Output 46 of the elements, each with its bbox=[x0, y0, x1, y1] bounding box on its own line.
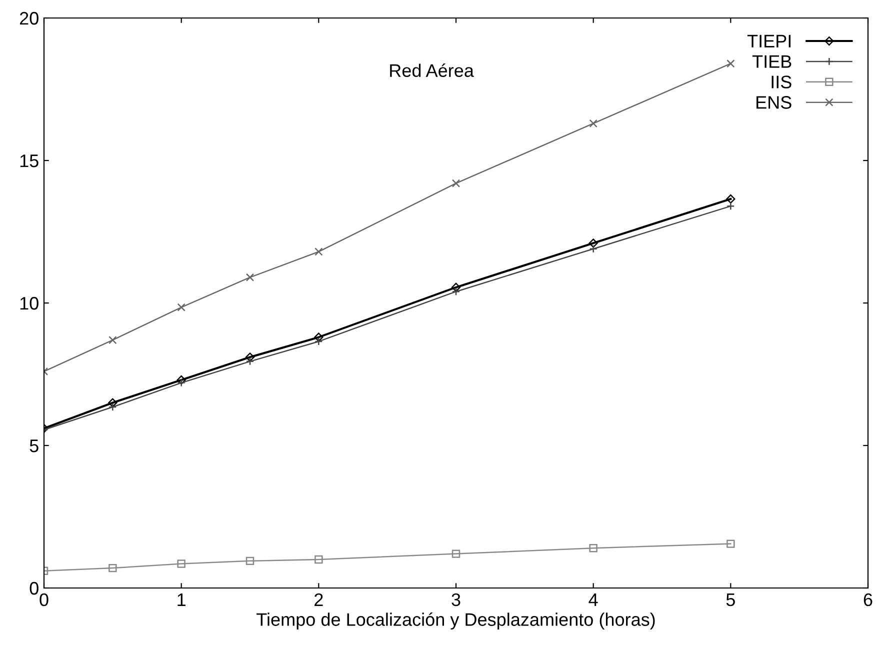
x-axis-title: Tiempo de Localización y Desplazamiento (horas) bbox=[256, 612, 655, 630]
y-tick-label: 5 bbox=[30, 440, 38, 452]
x-tick-label: 2 bbox=[314, 593, 323, 606]
point bbox=[589, 119, 598, 128]
y-tick-label: 20 bbox=[20, 12, 38, 25]
point bbox=[246, 273, 254, 282]
point bbox=[726, 60, 735, 68]
point bbox=[108, 336, 117, 344]
point bbox=[108, 398, 118, 408]
point bbox=[726, 202, 735, 210]
point bbox=[451, 282, 461, 292]
point bbox=[314, 248, 323, 256]
x-tick-label: 4 bbox=[588, 594, 598, 606]
legend-label: IIS bbox=[772, 76, 792, 88]
point bbox=[314, 337, 323, 346]
x-tick-label: 6 bbox=[864, 593, 872, 606]
point bbox=[246, 357, 254, 366]
point bbox=[726, 540, 735, 548]
point bbox=[108, 564, 117, 572]
x-tick-label: 5 bbox=[726, 594, 735, 606]
point bbox=[108, 402, 117, 412]
legend-label: ENS bbox=[756, 96, 792, 109]
point bbox=[177, 378, 186, 387]
y-tick-label: 0 bbox=[30, 582, 38, 595]
point bbox=[177, 560, 186, 568]
point bbox=[314, 555, 323, 564]
point bbox=[452, 288, 460, 296]
x-tick-label: 3 bbox=[452, 593, 460, 606]
point bbox=[726, 194, 736, 204]
x-tick-label: 1 bbox=[178, 594, 186, 606]
y-tick-label: 15 bbox=[20, 154, 38, 168]
point bbox=[452, 550, 460, 558]
annotation: Red Aérea bbox=[390, 64, 474, 77]
point bbox=[176, 375, 186, 385]
point bbox=[452, 179, 460, 188]
point bbox=[589, 544, 598, 552]
point bbox=[314, 332, 324, 342]
point bbox=[589, 244, 598, 253]
point bbox=[245, 352, 255, 362]
point bbox=[246, 556, 254, 566]
legend-label: TIEB bbox=[752, 55, 792, 68]
point bbox=[588, 238, 598, 248]
point bbox=[177, 303, 186, 312]
legend-label: TIEPI bbox=[747, 34, 790, 48]
y-tick-label: 10 bbox=[20, 296, 38, 310]
x-tick-label: 0 bbox=[40, 593, 48, 606]
